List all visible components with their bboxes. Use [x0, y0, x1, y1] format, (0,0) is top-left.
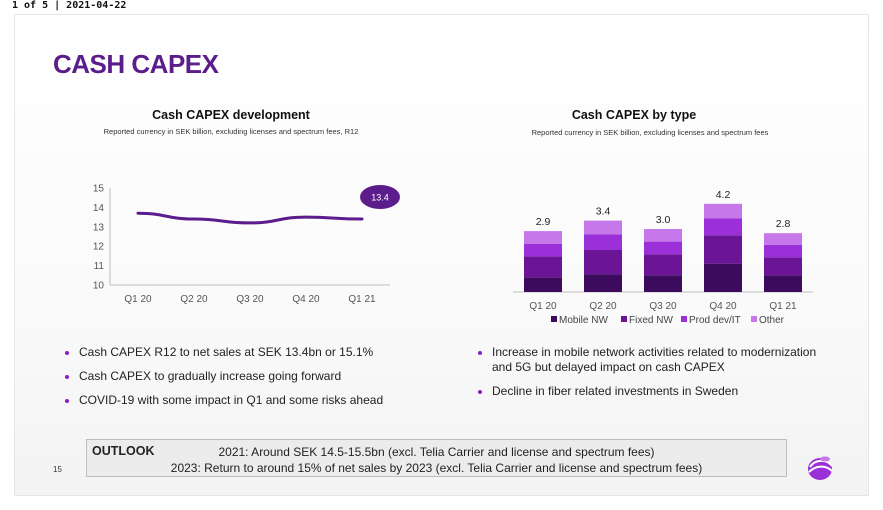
bar-total-label: 3.4 — [596, 206, 611, 218]
bar-segment — [764, 275, 802, 292]
x-tick-label: Q1 20 — [124, 294, 152, 305]
legend-swatch — [751, 316, 757, 322]
legend-swatch — [621, 316, 627, 322]
y-tick-label: 13 — [93, 222, 105, 233]
x-tick-label: Q2 20 — [180, 294, 208, 305]
bar-segment — [524, 243, 562, 257]
x-tick-label: Q1 21 — [769, 301, 797, 312]
bullet-item: Cash CAPEX to gradually increase going f… — [65, 369, 435, 384]
bar-segment — [644, 229, 682, 242]
bar-segment — [704, 263, 742, 292]
bar-segment — [524, 277, 562, 292]
bar-segment — [584, 234, 622, 250]
bar-segment — [644, 254, 682, 276]
legend-swatch — [681, 316, 687, 322]
bullet-item: Increase in mobile network activities re… — [478, 345, 828, 375]
outlook-line-2: 2023: Return to around 15% of net sales … — [170, 461, 703, 475]
legend-label: Fixed NW — [629, 315, 673, 326]
bullet-dot-icon — [65, 375, 69, 379]
x-tick-label: Q1 20 — [529, 301, 557, 312]
bar-segment — [644, 275, 682, 292]
y-tick-label: 15 — [93, 184, 105, 195]
bullet-text: Increase in mobile network activities re… — [492, 345, 817, 374]
slide-title: CASH CAPEX — [53, 49, 219, 79]
bullet-dot-icon — [65, 351, 69, 355]
bar-chart-title: Cash CAPEX by type — [571, 108, 697, 122]
outlook-line-1: 2021: Around SEK 14.5-15.5bn (excl. Teli… — [218, 445, 655, 459]
value-badge — [360, 185, 400, 209]
left-bullet-list: Cash CAPEX R12 to net sales at SEK 13.4b… — [65, 345, 435, 417]
bar-segment — [584, 274, 622, 292]
y-tick-label: 10 — [93, 281, 105, 292]
legend-label: Other — [759, 315, 785, 326]
bar-chart-subtitle: Reported currency in SEK billion, exclud… — [531, 128, 769, 137]
x-tick-label: Q3 20 — [236, 294, 264, 305]
y-tick-label: 12 — [93, 242, 105, 253]
slide: CASH CAPEX Cash CAPEX development Report… — [15, 15, 868, 495]
line-chart-subtitle: Reported currency in SEK billion, exclud… — [103, 127, 359, 136]
x-tick-label: Q2 20 — [589, 301, 617, 312]
bullet-dot-icon — [65, 399, 69, 403]
bar-segment — [584, 250, 622, 275]
bullet-text: Decline in fiber related investments in … — [492, 384, 739, 398]
bullet-item: Decline in fiber related investments in … — [478, 384, 828, 399]
x-tick-label: Q4 20 — [709, 301, 737, 312]
value-badge-label: 13.4 — [371, 193, 389, 203]
outlook-box: OUTLOOK 2021: Around SEK 14.5-15.5bn (ex… — [86, 439, 787, 477]
y-tick-label: 11 — [94, 261, 105, 272]
bar-segment — [584, 220, 622, 235]
bullet-text: Cash CAPEX to gradually increase going f… — [79, 369, 342, 383]
bullet-text: Cash CAPEX R12 to net sales at SEK 13.4b… — [79, 345, 374, 359]
series-line — [136, 211, 364, 225]
page-number: 15 — [53, 465, 62, 474]
bar-total-label: 3.0 — [656, 214, 671, 226]
bar-segment — [764, 233, 802, 245]
x-tick-label: Q3 20 — [649, 301, 677, 312]
bullet-dot-icon — [478, 390, 482, 394]
legend-swatch — [551, 316, 557, 322]
page-indicator: 1 of 5 | 2021-04-22 — [0, 0, 883, 14]
x-tick-label: Q1 21 — [348, 294, 376, 305]
bar-segment — [644, 241, 682, 255]
outlook-label: OUTLOOK — [92, 444, 155, 458]
bullet-dot-icon — [478, 351, 482, 355]
bar-segment — [704, 203, 742, 219]
bar-segment — [704, 218, 742, 236]
line-chart-title: Cash CAPEX development — [152, 108, 310, 122]
telia-logo-icon — [808, 456, 833, 480]
x-tick-label: Q4 20 — [292, 294, 320, 305]
bullet-item: Cash CAPEX R12 to net sales at SEK 13.4b… — [65, 345, 435, 360]
bar-chart: 2.9 Q1 20 3.4 Q2 20 3.0 Q3 20 4.2 Q4 20 2.8 Q1 21… — [513, 189, 813, 326]
legend-label: Mobile NW — [559, 315, 608, 326]
legend-label: Prod dev/IT — [689, 315, 741, 326]
bar-total-label: 2.9 — [536, 216, 551, 228]
bullet-text: COVID-19 with some impact in Q1 and some… — [79, 393, 384, 407]
y-tick-label: 14 — [93, 203, 105, 214]
right-bullet-list: Increase in mobile network activities re… — [478, 345, 828, 408]
bar-segment — [764, 244, 802, 258]
bar-segment — [524, 256, 562, 278]
bar-segment — [704, 235, 742, 264]
line-chart: 15 14 13 12 11 10 Q1 20 Q2 20 Q3 20 Q4 20 Q1 21 13.… — [93, 184, 400, 305]
bar-segment — [524, 231, 562, 244]
bullet-item: COVID-19 with some impact in Q1 and some… — [65, 393, 435, 408]
bar-total-label: 4.2 — [716, 189, 731, 201]
bar-segment — [764, 257, 802, 276]
bar-total-label: 2.8 — [776, 218, 791, 230]
